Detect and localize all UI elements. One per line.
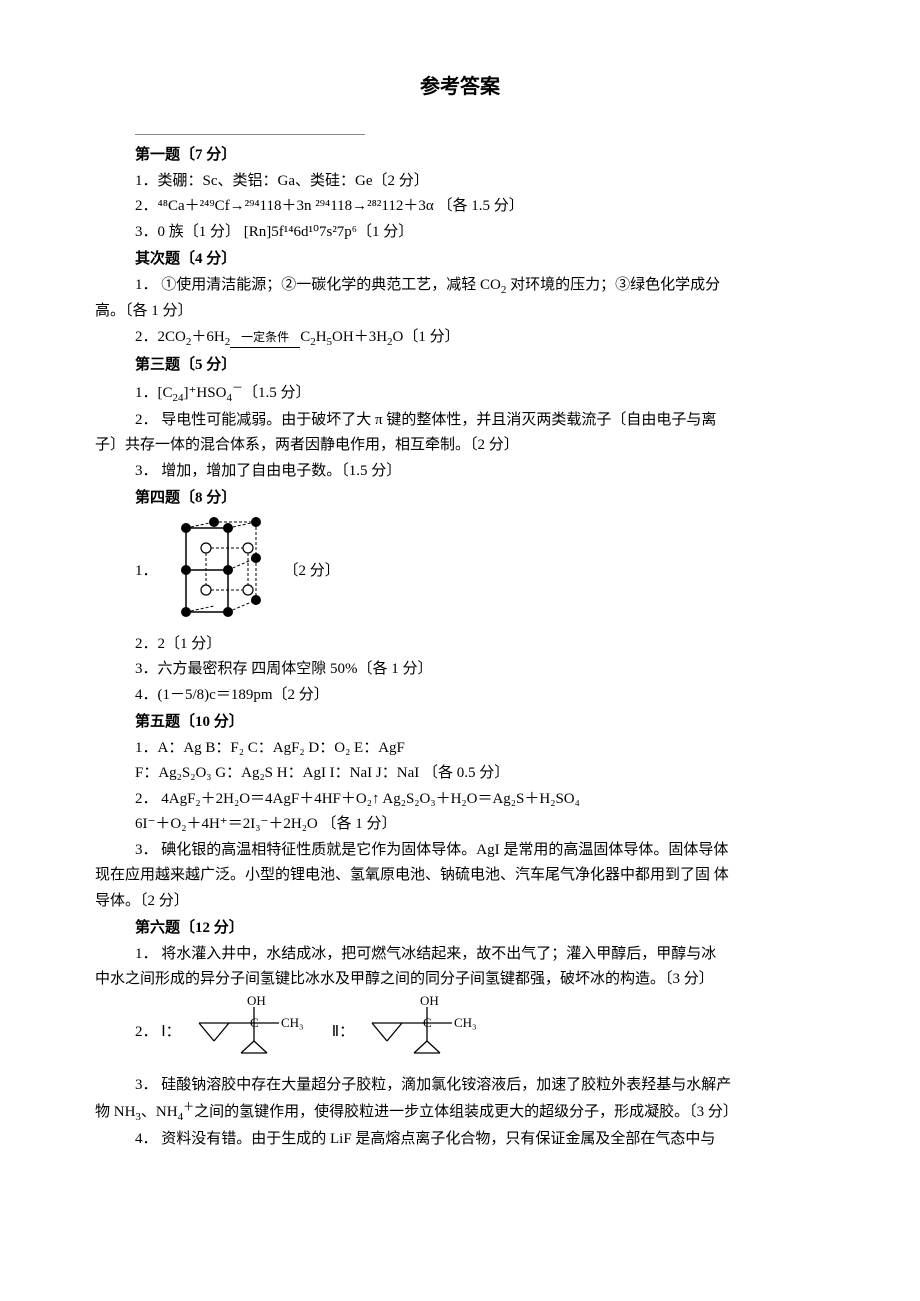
q6-l1b: 中水之间形成的异分子间氢键比冰水及甲醇之间的同分子间氢键都强，破坏冰的构造。〔3… [95, 967, 825, 993]
q3-l3: 3． 增加，增加了自由电子数。〔1.5 分〕 [95, 459, 825, 485]
page-title: 参考答案 [95, 70, 825, 104]
svg-text:C: C [250, 1015, 259, 1030]
q2-l2: 2．2CO2＋6H2 一定条件 C2H5OH＋3H2O〔1 分〕 [95, 325, 825, 352]
q2-l1a: 1． ①使用清洁能源；②一碳化学的典范工艺，减轻 CO [135, 277, 501, 293]
svg-text:C: C [423, 1015, 432, 1030]
q2-l2-m1: ＋6H [191, 329, 224, 345]
svg-text:CH₃: CH₃ [454, 1015, 477, 1030]
q2-l1b: 对环境的压力；③绿色化学成分 [506, 277, 720, 293]
q4-l1-pre: 1． [135, 559, 158, 585]
q3-l1-sup: － [232, 382, 243, 394]
q3-l2b: 子〕共存一体的混合体系，两者因静电作用，相互牵制。〔2 分〕 [95, 433, 825, 459]
q1-l2-a: ⁴⁸Ca＋²⁴⁹Cf→²⁹⁴118＋3n [158, 198, 312, 214]
q6-l3b-b: 、NH [141, 1104, 178, 1120]
svg-text:OH: OH [247, 993, 266, 1008]
molecule-1-diagram: OH CH₃ C [189, 993, 324, 1073]
crystal-diagram [166, 512, 276, 632]
q5-l3c: 导体。〔2 分〕 [95, 889, 825, 915]
q6-head: 第六题〔12 分〕 [95, 916, 825, 942]
q3-head: 第三题〔5 分〕 [95, 353, 825, 379]
q3-l1-tail: 〔1.5 分〕 [243, 385, 311, 401]
svg-text:OH: OH [420, 993, 439, 1008]
q6-l2-pre: 2． Ⅰ： [135, 1020, 181, 1046]
q1-l2: 2．⁴⁸Ca＋²⁴⁹Cf→²⁹⁴118＋3n ²⁹⁴118→²⁸²112＋3α … [95, 194, 825, 220]
q6-l3b-c: 之间的氢键作用，使得胶粒进一步立体组装成更大的超级分子，形成凝胶。〔3 分〕 [194, 1104, 738, 1120]
q1-l2-b: ²⁹⁴118→²⁸²112＋3α [315, 198, 433, 214]
q6-l3a: 3． 硅酸钠溶胶中存在大量超分子胶粒，滴加氯化铵溶液后，加速了胶粒外表羟基与水解… [95, 1073, 825, 1099]
q2-l2-m2: C [300, 329, 310, 345]
q3-l1a: 1．[C [135, 385, 173, 401]
divider [135, 134, 365, 135]
q4-head: 第四题〔8 分〕 [95, 486, 825, 512]
q5-head: 第五题〔10 分〕 [95, 710, 825, 736]
q2-l2-pre: 2．2CO [135, 329, 186, 345]
q6-l3b: 物 NH3、NH4＋之间的氢键作用，使得胶粒进一步立体组装成更大的超级分子，形成… [95, 1098, 825, 1127]
q4-l1-post: 〔2 分〕 [284, 559, 340, 585]
q5-l1b: F：Ag₂S₂O₃ G：Ag₂S H：AgI I：NaI J：NaI 〔各 0.… [95, 761, 825, 787]
q1-l3: 3．0 族〔1 分〕 [Rn]5f¹⁴6d¹⁰7s²7p⁶〔1 分〕 [95, 220, 825, 246]
q1-head: 第一题〔7 分〕 [95, 143, 825, 169]
q5-l2a: 2． 4AgF₂＋2H₂O＝4AgF＋4HF＋O₂↑ Ag₂S₂O₃＋H₂O＝A… [95, 787, 825, 813]
q5-l2b: 6I⁻＋O₂＋4H⁺＝2I₃⁻＋2H₂O 〔各 1 分〕 [95, 812, 825, 838]
q1-l2-pre: 2． [135, 198, 158, 214]
q3-l1b: ]⁺HSO [184, 385, 227, 401]
q5-l3a: 3． 碘化银的高温相特征性质就是它作为固体导体。AgI 是常用的高温固体导体。固… [95, 838, 825, 864]
q1-l2-tail: 〔各 1.5 分〕 [434, 198, 524, 214]
q6-l2: 2． Ⅰ： OH CH₃ C Ⅱ： OH CH₃ C [95, 993, 825, 1073]
q1-l1: 1．类硼：Sc、类铝：Ga、类硅：Ge〔2 分〕 [95, 169, 825, 195]
q3-l2a: 2． 导电性可能减弱。由于破坏了大 π 键的整体性，并且消灭两类载流子〔自由电子… [95, 408, 825, 434]
q4-l1: 1． 〔2 分〕 [95, 512, 825, 632]
molecule-2-diagram: OH CH₃ C [362, 993, 497, 1073]
q6-l1a: 1． 将水灌入井中，水结成冰，把可燃气冰结起来，故不出气了；灌入甲醇后，甲醇与冰 [95, 942, 825, 968]
q6-l3b-sup: ＋ [183, 1101, 194, 1113]
q4-l4: 4．(1－5/8)c＝189pm〔2 分〕 [95, 683, 825, 709]
q2-l2-m5: O〔1 分〕 [393, 329, 460, 345]
reaction-arrow-icon: 一定条件 [230, 327, 300, 348]
q4-l3: 3．六方最密积存 四周体空隙 50%〔各 1 分〕 [95, 657, 825, 683]
q6-l4: 4． 资料没有错。由于生成的 LiF 是高熔点离子化合物，只有保证金属及全部在气… [95, 1127, 825, 1153]
q4-l2: 2．2〔1 分〕 [95, 632, 825, 658]
q6-l2-mid: Ⅱ： [332, 1020, 354, 1046]
q2-l2-m4: OH＋3H [332, 329, 387, 345]
q5-l3b: 现在应用越来越广泛。小型的锂电池、氢氧原电池、钠硫电池、汽车尾气净化器中都用到了… [95, 863, 825, 889]
q2-l2-m3: H [316, 329, 327, 345]
svg-text:CH₃: CH₃ [281, 1015, 304, 1030]
q3-l1-sub: 24 [173, 392, 184, 404]
q6-l3b-a: 物 NH [95, 1104, 135, 1120]
q5-l1a: 1．A：Ag B：F₂ C：AgF₂ D：O₂ E：AgF [95, 736, 825, 762]
q3-l1: 1．[C24]⁺HSO4－〔1.5 分〕 [95, 379, 825, 408]
q2-l1-cont: 高。〔各 1 分〕 [95, 299, 825, 325]
q2-head: 其次题〔4 分〕 [95, 247, 825, 273]
q2-l1: 1． ①使用清洁能源；②一碳化学的典范工艺，减轻 CO2 对环境的压力；③绿色化… [95, 273, 825, 300]
